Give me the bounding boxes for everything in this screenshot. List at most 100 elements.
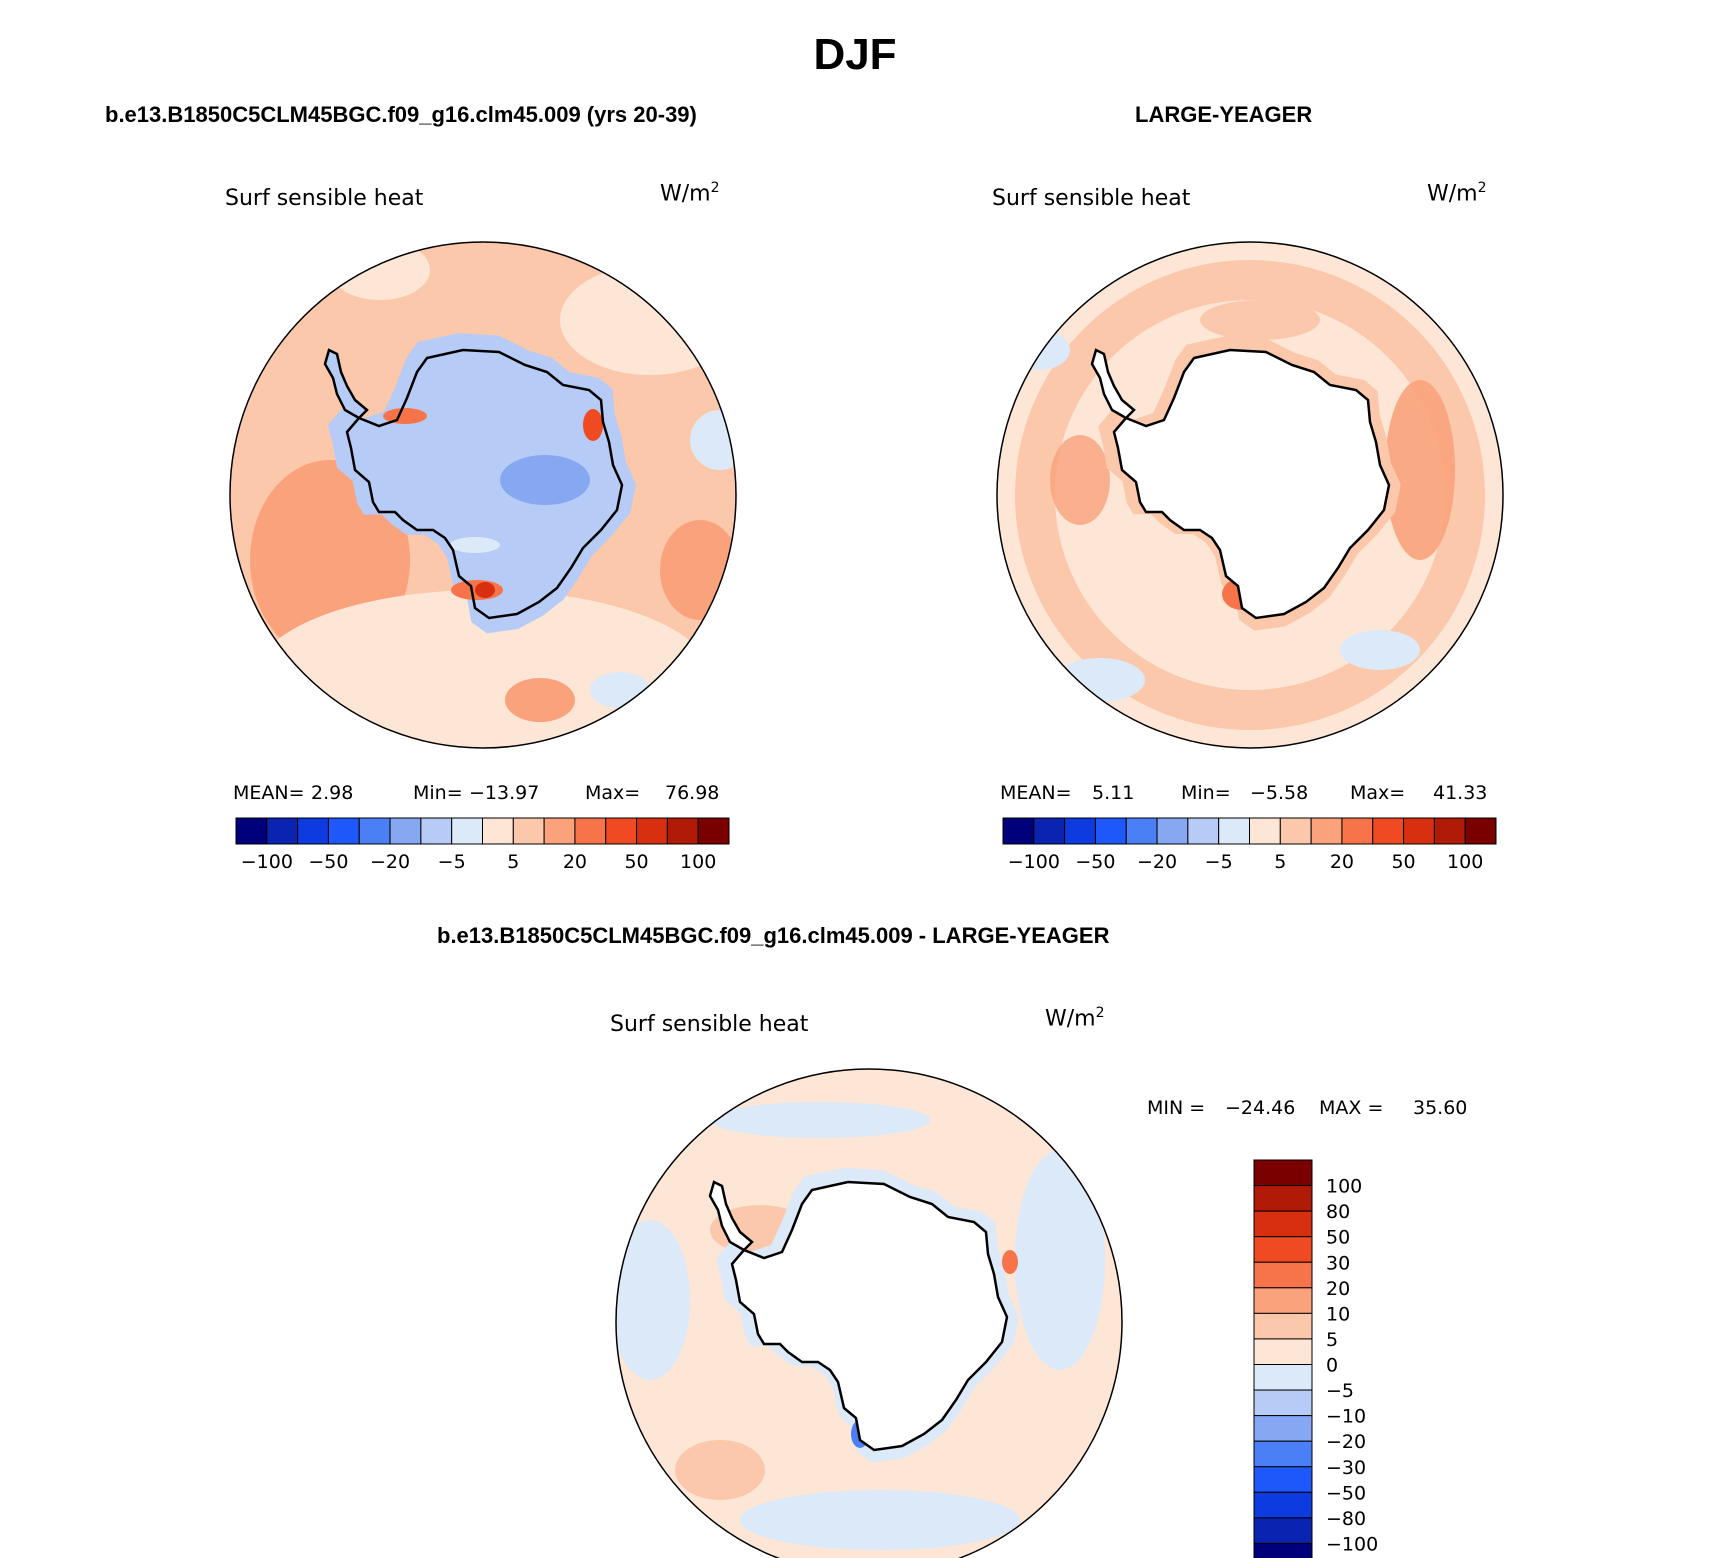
- panel3-colorbar-tick-label: 50: [1326, 1227, 1350, 1249]
- panel2-colorbar-swatch: [1187, 817, 1220, 845]
- panel3-colorbar-swatch: [1253, 1440, 1313, 1468]
- panel2-colorbar-tick-label: −100: [1008, 851, 1060, 873]
- panel2-colorbar-swatch: [1372, 817, 1405, 845]
- panel1-colorbar-swatch: [605, 817, 638, 845]
- panel2-colorbar-swatch: [1218, 817, 1250, 845]
- panel2-map-border: [996, 241, 1504, 749]
- panel3-colorbar-swatch: [1253, 1210, 1313, 1238]
- panel2-colorbar-swatch: [1341, 817, 1374, 845]
- panel2-contour-patch: [1055, 658, 1145, 702]
- panel3-contour-patch: [675, 1440, 765, 1500]
- panel1-contour-patch: [583, 409, 603, 441]
- panel1-colorbar-swatch: [235, 817, 268, 845]
- panel3-colorbar-tick-label: −100: [1326, 1533, 1378, 1555]
- figure-title: DJF: [813, 30, 897, 79]
- panel3-colorbar-tick-label: 100: [1326, 1176, 1362, 1198]
- panel3-colorbar-swatch: [1253, 1338, 1313, 1365]
- panel3-colorbar-swatch: [1253, 1466, 1313, 1493]
- panel1-colorbar-swatch: [266, 817, 299, 845]
- panel1-colorbar-tick-label: −50: [308, 851, 348, 873]
- panel3-colorbar-swatch: [1253, 1312, 1313, 1340]
- panel2-colorbar-tick-label: −50: [1075, 851, 1115, 873]
- panel1-colorbar-swatch: [666, 817, 699, 845]
- panel1-colorbar-tick-label: −20: [370, 851, 410, 873]
- panel2-colorbar-swatch: [1433, 817, 1466, 845]
- panel3-colorbar-swatch: [1253, 1491, 1313, 1519]
- panel3-colorbar-tick-label: −10: [1326, 1406, 1366, 1428]
- panel1-contour-patch: [590, 672, 650, 708]
- panel3-colorbar-tick-label: −50: [1326, 1482, 1366, 1504]
- panel1-contour-patch: [660, 520, 736, 620]
- panel2-map: [996, 241, 1504, 749]
- panel2-units-label: W/m2: [1427, 180, 1487, 207]
- panel3-colorbar-tick-label: 20: [1326, 1278, 1350, 1300]
- panel3-colorbar-tick-label: 80: [1326, 1201, 1350, 1223]
- panel3-colorbar-swatch: [1253, 1364, 1313, 1391]
- panel2-colorbar-swatch: [1249, 817, 1281, 845]
- panel1-colorbar-swatch: [451, 817, 483, 845]
- panel2-colorbar: −100 −50 −20 −5 5 20 50 100: [1002, 817, 1497, 873]
- panel1-contour-patch: [505, 678, 575, 722]
- panel1-contour-patch: [690, 410, 736, 470]
- panel3-colorbar-tick-label: −30: [1326, 1457, 1366, 1479]
- panel2-contour-patch: [1340, 630, 1420, 670]
- panel3-contour-patch: [740, 1490, 1020, 1550]
- panel2-contour-patch: [1385, 380, 1455, 560]
- panel1-units-label: W/m2: [660, 180, 720, 207]
- panel2-colorbar-tick-label: 20: [1330, 851, 1354, 873]
- panel2-colorbar-swatch: [1002, 817, 1035, 845]
- panel2-contour-patch: [1050, 435, 1110, 525]
- panel3-title: b.e13.B1850C5CLM45BGC.f09_g16.clm45.009 …: [437, 923, 1110, 948]
- panel2-colorbar-swatch: [1310, 817, 1343, 845]
- panel2-colorbar-swatch: [1279, 817, 1312, 845]
- panel3-colorbar-swatch: [1253, 1389, 1313, 1417]
- panel2-colorbar-swatch: [1094, 817, 1127, 845]
- panel1-contour-patch: [475, 582, 495, 598]
- panel3-colorbar-swatch: [1253, 1159, 1313, 1187]
- panel3-colorbar-tick-label: 10: [1326, 1303, 1350, 1325]
- panel1-title: b.e13.B1850C5CLM45BGC.f09_g16.clm45.009 …: [105, 102, 697, 127]
- panel3-contour-patch: [1002, 1250, 1018, 1274]
- panel3-variable-label: Surf sensible heat: [610, 1012, 809, 1037]
- panel1-variable-label: Surf sensible heat: [225, 186, 424, 211]
- panel2-colorbar-tick-label: 100: [1447, 851, 1483, 873]
- panel1-colorbar-tick-label: 100: [680, 851, 716, 873]
- panel3-colorbar-tick-label: −5: [1326, 1380, 1354, 1402]
- panel2-colorbar-tick-label: 5: [1274, 851, 1286, 873]
- panel1-colorbar-tick-label: 5: [507, 851, 519, 873]
- panel1-colorbar-swatch: [297, 817, 329, 845]
- panel1-colorbar-swatch: [636, 817, 668, 845]
- panel1-colorbar-tick-label: −5: [438, 851, 466, 873]
- panel3-map: [615, 1068, 1123, 1558]
- panel3-colorbar-swatch: [1253, 1517, 1313, 1544]
- panel1-colorbar-swatch: [358, 817, 391, 845]
- panel3-contour-patch: [616, 1220, 690, 1380]
- panel3-contour-patch: [1015, 1150, 1105, 1370]
- panel3-colorbar-swatch: [1253, 1287, 1313, 1314]
- panel2-colorbar-swatch: [1464, 817, 1497, 845]
- panel1-colorbar-swatch: [543, 817, 576, 845]
- panel3-contour-patch: [710, 1102, 930, 1138]
- panel2-colorbar-tick-label: −20: [1137, 851, 1177, 873]
- panel3-map-border: [615, 1068, 1123, 1558]
- panel2-contour-patch: [1015, 260, 1485, 730]
- panel1-colorbar-swatch: [697, 817, 730, 845]
- panel1-colorbar-swatch: [389, 817, 422, 845]
- panel2-colorbar-tick-label: −5: [1205, 851, 1233, 873]
- panel1-map: [229, 241, 737, 749]
- panel3-colorbar-tick-label: 0: [1326, 1355, 1338, 1377]
- panel1-colorbar-swatch: [327, 817, 360, 845]
- panel2-colorbar-swatch: [1125, 817, 1158, 845]
- panel3-colorbar-tick-label: 5: [1326, 1329, 1338, 1351]
- panel1-colorbar-tick-label: 50: [624, 851, 648, 873]
- panel1-colorbar: −100 −50 −20 −5 5 20 50 100: [235, 817, 730, 873]
- panel1-colorbar-tick-label: −100: [241, 851, 293, 873]
- panel1-contour-patch: [450, 537, 500, 553]
- panel2-colorbar-swatch: [1403, 817, 1435, 845]
- panel3-colorbar-swatch: [1253, 1236, 1313, 1263]
- panel1-map-border: [229, 241, 737, 749]
- panel3-colorbar-swatch: [1253, 1185, 1313, 1212]
- panel3-colorbar-swatch: [1253, 1261, 1313, 1289]
